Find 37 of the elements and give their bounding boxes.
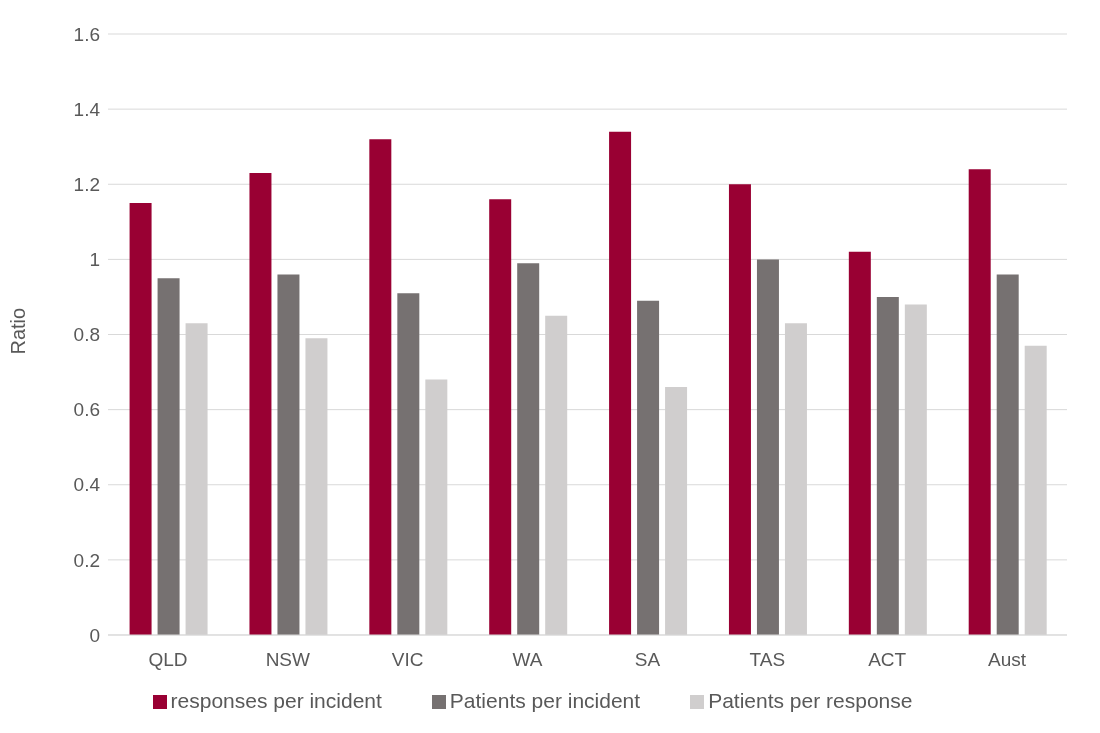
y-tick-label: 0.2: [73, 549, 100, 571]
y-tick-label: 1.2: [73, 173, 100, 195]
bar: [848, 251, 871, 635]
y-tick-label: 0.6: [73, 399, 100, 421]
bar: [489, 199, 512, 635]
y-tick-label: 0.4: [73, 474, 101, 496]
x-tick-label: SA: [634, 649, 661, 671]
x-tick-label: QLD: [148, 649, 188, 671]
bar: [129, 203, 152, 635]
bar: [397, 293, 420, 635]
x-tick-label: NSW: [265, 649, 311, 671]
legend-label: Patients per response: [708, 689, 913, 712]
y-tick-label: 1.6: [73, 23, 100, 45]
bar: [728, 184, 751, 635]
bar: [637, 300, 660, 635]
bar: [369, 139, 392, 635]
bar: [996, 274, 1019, 635]
bar: [277, 274, 300, 635]
bar: [968, 169, 991, 635]
x-tick-label: VIC: [391, 649, 424, 671]
y-tick-label: 1: [89, 249, 100, 271]
y-axis-title: Ratio: [7, 307, 30, 355]
y-tick-label: 0.8: [73, 324, 100, 346]
bar: [876, 296, 899, 635]
bar: [609, 131, 632, 635]
y-tick-label: 1.4: [73, 98, 101, 120]
x-tick-label: WA: [512, 649, 543, 671]
y-tick-label: 0: [89, 624, 100, 646]
x-tick-label: Aust: [988, 649, 1027, 671]
bar: [756, 259, 779, 635]
legend-label: Patients per incident: [449, 689, 641, 712]
bar: [517, 263, 540, 635]
x-tick-label: TAS: [749, 649, 786, 671]
x-tick-label: ACT: [868, 649, 907, 671]
bar: [157, 278, 180, 635]
bar: [249, 172, 272, 635]
legend-label: responses per incident: [170, 689, 382, 712]
